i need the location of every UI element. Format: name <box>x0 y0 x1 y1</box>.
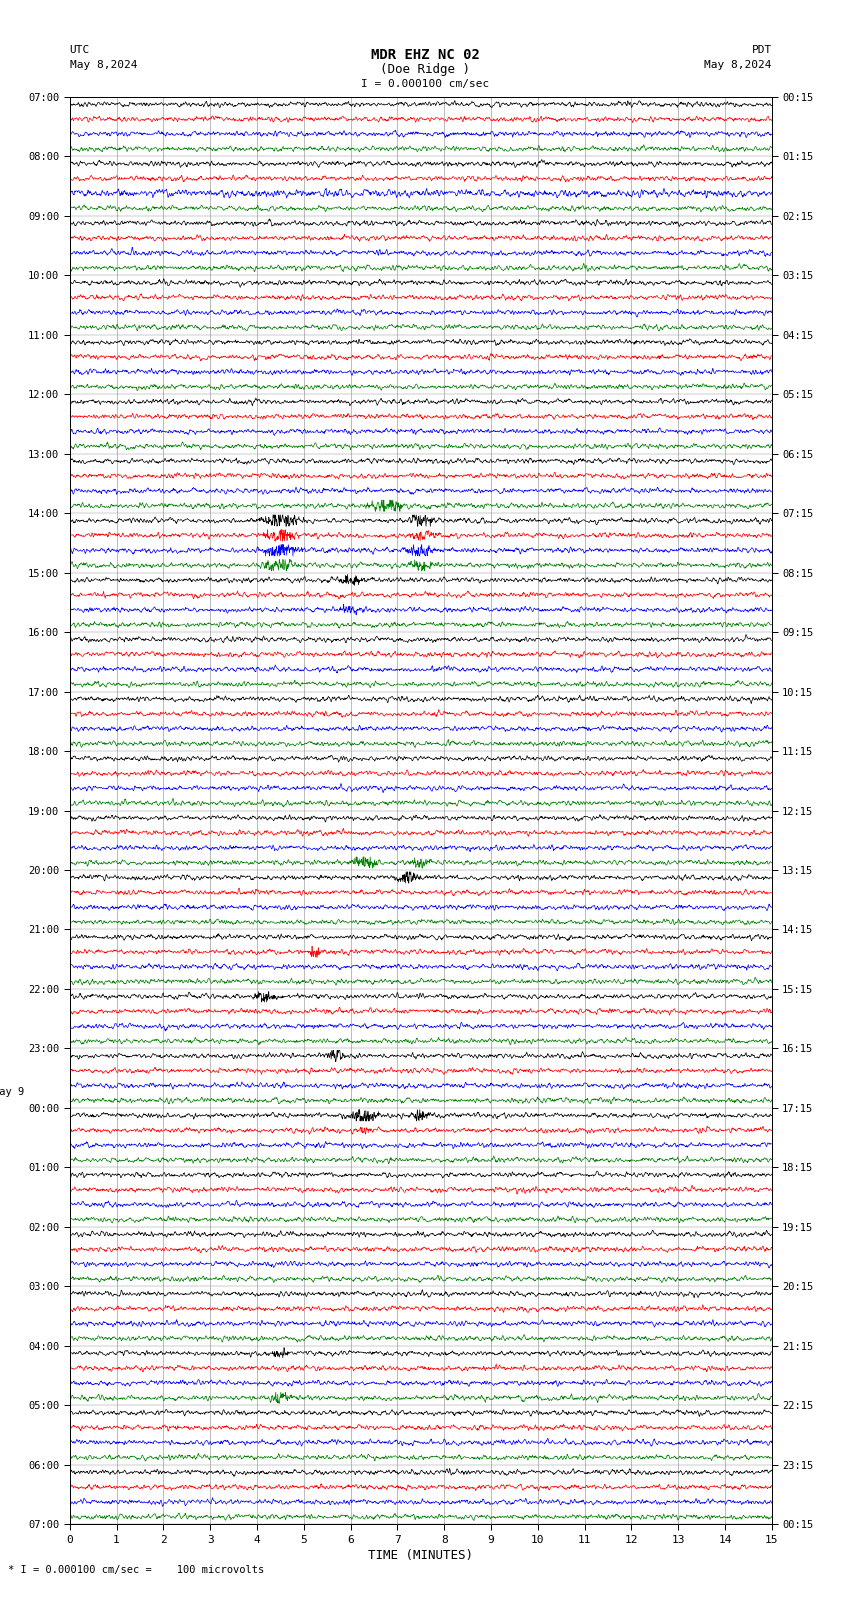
Text: MDR EHZ NC 02: MDR EHZ NC 02 <box>371 48 479 63</box>
Text: PDT: PDT <box>751 45 772 55</box>
Text: * I = 0.000100 cm/sec =    100 microvolts: * I = 0.000100 cm/sec = 100 microvolts <box>8 1565 264 1574</box>
Text: May 9: May 9 <box>0 1087 24 1097</box>
Text: May 8,2024: May 8,2024 <box>705 60 772 69</box>
Text: (Doe Ridge ): (Doe Ridge ) <box>380 63 470 76</box>
Text: I = 0.000100 cm/sec: I = 0.000100 cm/sec <box>361 79 489 89</box>
Text: May 8,2024: May 8,2024 <box>70 60 137 69</box>
Text: UTC: UTC <box>70 45 90 55</box>
X-axis label: TIME (MINUTES): TIME (MINUTES) <box>368 1548 473 1561</box>
